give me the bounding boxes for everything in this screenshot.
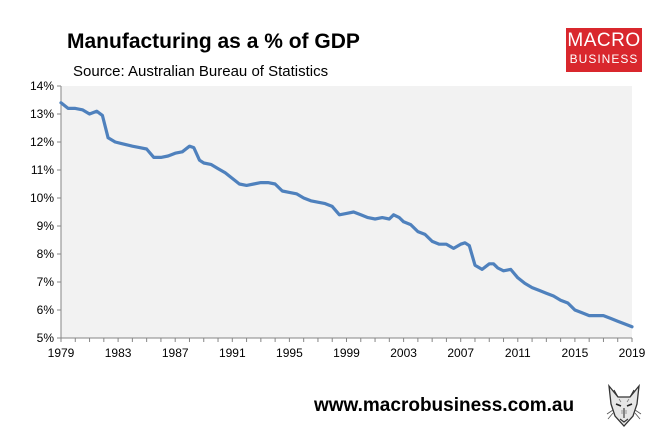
y-tick-label: 12% <box>30 135 54 149</box>
y-tick-label: 7% <box>37 275 55 289</box>
logo-line-business: BUSINESS <box>569 52 639 66</box>
x-tick-label: 1995 <box>276 346 303 360</box>
fox-mascot-icon <box>603 382 645 428</box>
y-tick-label: 8% <box>37 247 55 261</box>
chart-source: Source: Australian Bureau of Statistics <box>73 63 329 80</box>
y-tick-label: 5% <box>37 331 55 345</box>
y-tick-label: 13% <box>30 107 54 121</box>
x-tick-label: 1983 <box>105 346 132 360</box>
website-url[interactable]: www.macrobusiness.com.au <box>314 395 575 416</box>
y-tick-label: 10% <box>30 191 54 205</box>
x-tick-label: 1991 <box>219 346 246 360</box>
y-tick-label: 9% <box>37 219 55 233</box>
x-tick-label: 2019 <box>619 346 646 360</box>
chart-title: Manufacturing as a % of GDP <box>67 30 360 53</box>
y-tick-label: 6% <box>37 303 55 317</box>
series-line-manufacturing <box>59 101 634 329</box>
x-tick-label: 1999 <box>333 346 360 360</box>
x-tick-label: 2011 <box>505 346 531 360</box>
logo-line-macro: MACRO <box>567 30 641 51</box>
x-tick-label: 1987 <box>162 346 189 360</box>
x-tick-label: 2007 <box>447 346 474 360</box>
x-tick-label: 1979 <box>48 346 75 360</box>
x-tick-label: 2015 <box>562 346 589 360</box>
y-tick-label: 11% <box>31 163 54 177</box>
y-tick-label: 14% <box>30 79 54 93</box>
x-tick-label: 2003 <box>390 346 417 360</box>
macrobusiness-logo[interactable]: MACRO BUSINESS <box>566 28 642 72</box>
line-chart: 5% 6% 7% 8% 9% 10% 11% 12% 13% 14% 1979 1983 1987 199… <box>30 79 646 360</box>
